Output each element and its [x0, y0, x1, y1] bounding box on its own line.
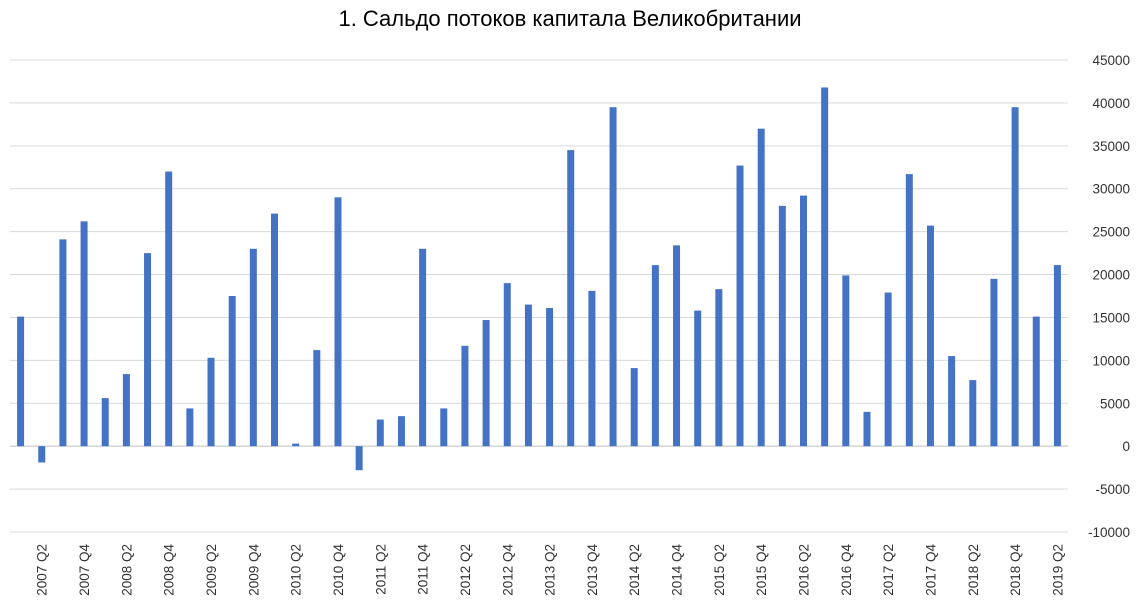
x-tick-label: 2018 Q4 [1008, 544, 1023, 596]
bar [905, 174, 913, 447]
x-tick-label: 2013 Q4 [585, 544, 600, 596]
y-tick-label: 25000 [1092, 225, 1130, 240]
x-tick-label: 2017 Q2 [881, 544, 896, 596]
bar [122, 374, 130, 447]
bar [38, 446, 46, 463]
bar [800, 195, 807, 447]
bar [673, 245, 681, 447]
y-tick-label: 30000 [1092, 182, 1130, 197]
bar [440, 408, 448, 447]
bar [630, 368, 638, 447]
bar [546, 308, 554, 447]
bar [249, 248, 257, 447]
bar [990, 278, 998, 447]
y-tick-label: 15000 [1092, 310, 1130, 325]
x-tick-label: 2016 Q4 [839, 544, 854, 596]
bar [884, 292, 892, 447]
x-tick-label: 2011 Q4 [416, 544, 431, 595]
y-tick-label: 0 [1122, 439, 1130, 454]
bar [694, 310, 702, 447]
bar [757, 128, 765, 447]
bar [313, 350, 321, 447]
bar [842, 275, 850, 447]
x-tick-label: 2015 Q4 [754, 544, 769, 596]
bar [292, 443, 300, 447]
x-tick-label: 2014 Q4 [670, 544, 685, 596]
y-tick-label: 20000 [1092, 268, 1130, 283]
x-tick-label: 2007 Q2 [35, 544, 50, 596]
bar [376, 419, 384, 447]
bar [419, 248, 427, 447]
y-tick-label: 45000 [1092, 53, 1130, 68]
bar [609, 107, 617, 447]
x-tick-label: 2010 Q2 [289, 544, 304, 596]
x-tick-label: 2012 Q2 [458, 544, 473, 596]
x-tick-label: 2007 Q4 [77, 544, 92, 596]
bar [821, 87, 829, 447]
bar [926, 225, 934, 447]
x-tick-label: 2009 Q2 [204, 544, 219, 596]
bar [101, 398, 109, 447]
bar [778, 205, 786, 447]
x-tick-label: 2016 Q2 [797, 544, 812, 596]
x-tick-label: 2015 Q2 [712, 544, 727, 596]
x-tick-label: 2011 Q2 [373, 544, 388, 595]
x-tick-label: 2012 Q4 [500, 544, 515, 596]
bar [334, 197, 342, 447]
x-tick-label: 2014 Q2 [627, 544, 642, 596]
bar [863, 411, 871, 447]
bar [503, 283, 511, 447]
bar [397, 416, 405, 447]
bar [461, 345, 469, 447]
bar [1011, 107, 1019, 447]
bar [271, 213, 278, 447]
bar [715, 289, 723, 447]
x-tick-label: 2019 Q2 [1050, 544, 1065, 596]
x-tick-label: 2009 Q4 [246, 544, 261, 596]
bar [59, 239, 67, 447]
y-tick-label: 40000 [1092, 96, 1130, 111]
bar [567, 150, 575, 447]
bar [17, 316, 25, 447]
bar [969, 380, 977, 447]
bar [144, 253, 152, 447]
y-tick-label: -5000 [1095, 482, 1130, 497]
bar [651, 265, 659, 447]
y-tick-label: 10000 [1092, 353, 1130, 368]
x-tick-label: 2018 Q2 [966, 544, 981, 596]
chart-title: 1. Сальдо потоков капитала Великобритани… [338, 6, 802, 31]
y-tick-label: 35000 [1092, 139, 1130, 154]
bar [80, 221, 88, 447]
bar [186, 408, 194, 447]
x-tick-label: 2017 Q4 [923, 544, 938, 596]
bar [1053, 265, 1061, 447]
bar [736, 165, 744, 447]
x-tick-label: 2013 Q2 [543, 544, 558, 596]
x-tick-label: 2008 Q4 [162, 544, 177, 596]
x-tick-label: 2008 Q2 [119, 544, 134, 596]
bar [207, 357, 215, 447]
bar [1032, 316, 1040, 447]
y-tick-label: 5000 [1100, 396, 1130, 411]
bar [228, 296, 236, 447]
bar [948, 356, 956, 447]
x-tick-label: 2010 Q4 [331, 544, 346, 596]
bar [355, 446, 363, 471]
bar [588, 290, 596, 447]
bar [524, 304, 532, 447]
y-tick-label: -10000 [1088, 525, 1130, 540]
bar [482, 320, 490, 447]
bar [165, 171, 173, 447]
